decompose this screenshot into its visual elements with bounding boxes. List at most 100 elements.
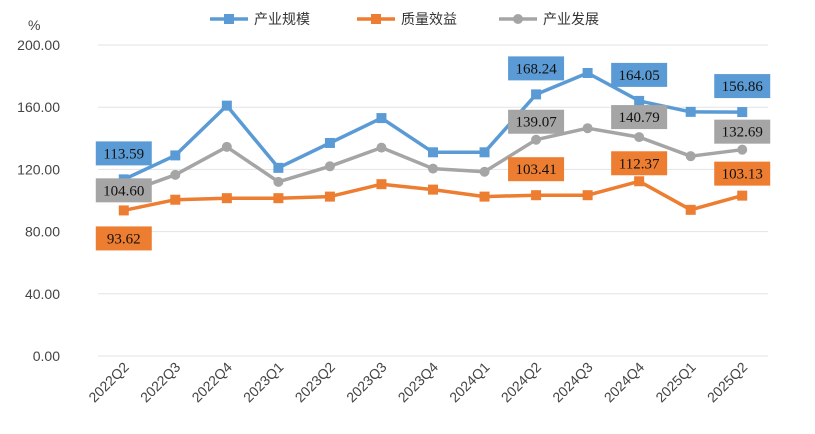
x-tick-label: 2023Q4 bbox=[395, 359, 442, 406]
data-label: 93.62 bbox=[95, 226, 152, 251]
legend-marker bbox=[371, 14, 381, 24]
data-point bbox=[531, 190, 542, 201]
data-label-text: 168.24 bbox=[515, 61, 557, 77]
data-label: 139.07 bbox=[508, 109, 565, 134]
y-tick-label: 40.00 bbox=[25, 286, 60, 302]
data-point bbox=[170, 150, 181, 161]
x-tick-label: 2022Q2 bbox=[85, 359, 132, 406]
y-tick-label: 0.00 bbox=[33, 348, 60, 364]
data-point bbox=[170, 194, 181, 205]
data-label: 103.41 bbox=[508, 157, 565, 182]
data-point bbox=[531, 134, 542, 145]
x-tick-label: 2025Q1 bbox=[652, 359, 699, 406]
data-point bbox=[324, 137, 335, 148]
data-label-text: 112.37 bbox=[619, 156, 660, 172]
data-label: 132.69 bbox=[714, 119, 771, 144]
data-label: 140.79 bbox=[611, 105, 668, 130]
data-label-box bbox=[508, 109, 565, 134]
x-tick-label: 2022Q3 bbox=[137, 359, 184, 406]
data-label-text: 139.07 bbox=[515, 115, 557, 131]
data-point bbox=[634, 176, 645, 187]
data-label: 156.86 bbox=[714, 74, 771, 99]
data-label-text: 93.62 bbox=[107, 231, 141, 247]
legend-label: 产业规模 bbox=[254, 12, 310, 28]
data-label-box bbox=[611, 151, 668, 176]
legend-item: 产业发展 bbox=[499, 12, 599, 28]
data-label-box bbox=[95, 226, 152, 251]
data-point bbox=[685, 106, 696, 117]
data-point bbox=[582, 67, 593, 78]
y-axis-ticks: 0.00 40.00 80.00 120.00 160.00 200.00 bbox=[17, 37, 60, 364]
data-point bbox=[582, 190, 593, 201]
data-label: 104.60 bbox=[95, 178, 152, 203]
data-point bbox=[324, 161, 335, 172]
data-labels: 113.59 168.24 164.05 156.86 93.62 103.41 112.3… bbox=[95, 56, 771, 251]
x-axis-ticks: 2022Q2 2022Q3 2022Q4 2023Q1 2023Q2 2023Q3 2023… bbox=[85, 359, 750, 406]
data-label-box bbox=[611, 62, 668, 87]
data-point bbox=[685, 204, 696, 215]
data-point bbox=[221, 193, 232, 204]
data-label-text: 140.79 bbox=[619, 110, 660, 126]
data-point bbox=[737, 144, 748, 155]
y-tick-label: 80.00 bbox=[25, 224, 60, 240]
data-label-box bbox=[508, 157, 565, 182]
data-label: 112.37 bbox=[611, 151, 668, 176]
data-label-box bbox=[714, 161, 771, 186]
data-point bbox=[479, 166, 490, 177]
y-tick-label: 160.00 bbox=[17, 99, 60, 115]
legend-label: 质量效益 bbox=[401, 12, 457, 28]
x-tick-label: 2022Q4 bbox=[188, 359, 235, 406]
x-tick-label: 2024Q2 bbox=[498, 359, 545, 406]
data-point bbox=[324, 191, 335, 202]
data-label-box bbox=[714, 119, 771, 144]
gridlines bbox=[98, 44, 768, 357]
data-label-box bbox=[714, 74, 771, 99]
x-tick-label: 2023Q3 bbox=[343, 359, 390, 406]
data-point bbox=[737, 107, 748, 118]
data-label-box bbox=[611, 105, 668, 130]
data-label: 168.24 bbox=[508, 56, 565, 81]
data-point bbox=[428, 163, 438, 174]
data-label-text: 103.41 bbox=[515, 162, 556, 178]
legend-label: 产业发展 bbox=[543, 12, 599, 28]
y-tick-label: 120.00 bbox=[17, 161, 60, 177]
data-point bbox=[737, 190, 748, 201]
data-label: 164.05 bbox=[611, 62, 668, 87]
data-point bbox=[428, 184, 438, 195]
data-label-box bbox=[95, 141, 152, 166]
x-tick-label: 2025Q2 bbox=[704, 359, 751, 406]
data-label: 103.13 bbox=[714, 161, 771, 186]
data-label-box bbox=[95, 178, 152, 203]
x-tick-label: 2024Q3 bbox=[549, 359, 596, 406]
data-point bbox=[531, 89, 542, 100]
data-point bbox=[221, 141, 232, 152]
data-label-text: 164.05 bbox=[619, 68, 660, 84]
data-label-text: 103.13 bbox=[722, 167, 763, 183]
data-point bbox=[221, 100, 232, 111]
x-tick-label: 2023Q1 bbox=[240, 359, 287, 406]
y-unit-label: % bbox=[28, 17, 40, 33]
data-point bbox=[479, 191, 490, 202]
data-label: 113.59 bbox=[95, 141, 152, 166]
legend-item: 质量效益 bbox=[357, 12, 457, 28]
data-point bbox=[582, 123, 593, 134]
x-tick-label: 2024Q1 bbox=[446, 359, 493, 406]
legend-item: 产业规模 bbox=[210, 12, 310, 28]
legend: 产业规模 质量效益 产业发展 bbox=[210, 12, 599, 28]
y-tick-label: 200.00 bbox=[17, 37, 60, 53]
data-point bbox=[428, 147, 438, 158]
data-point bbox=[685, 151, 696, 162]
data-label-text: 104.60 bbox=[103, 183, 144, 199]
data-point bbox=[376, 142, 387, 153]
series-lines bbox=[118, 67, 748, 216]
legend-marker bbox=[513, 14, 523, 24]
data-point bbox=[634, 95, 645, 106]
data-point bbox=[118, 205, 129, 216]
data-point bbox=[170, 169, 181, 180]
data-point bbox=[634, 132, 645, 143]
data-label-text: 132.69 bbox=[722, 125, 763, 141]
data-label-text: 113.59 bbox=[103, 146, 144, 162]
data-point bbox=[273, 176, 284, 187]
data-label-text: 156.86 bbox=[722, 79, 764, 95]
